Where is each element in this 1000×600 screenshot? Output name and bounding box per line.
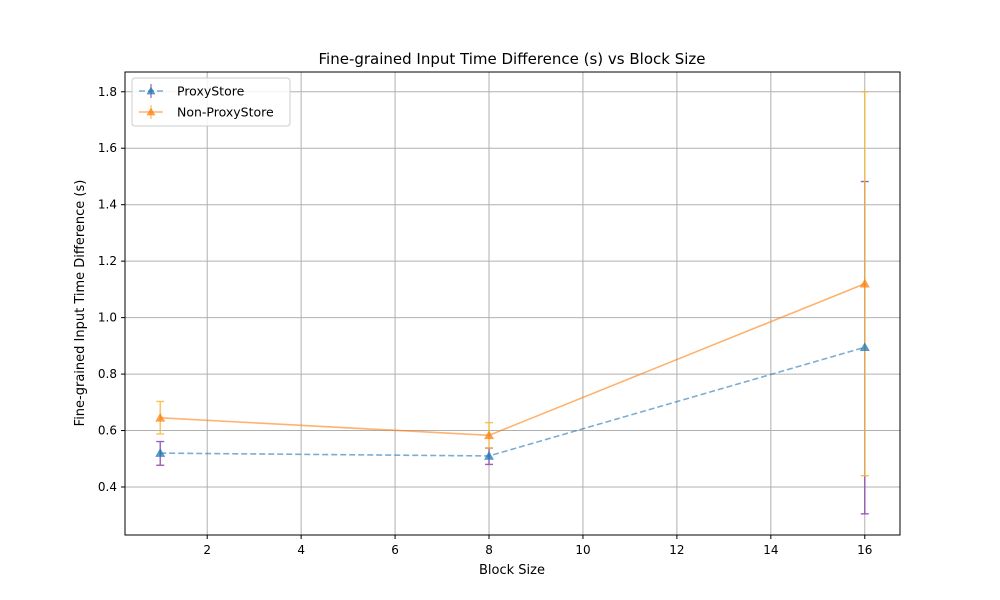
x-axis-label: Block Size	[479, 563, 545, 578]
y-tick-label: 0.4	[98, 480, 117, 494]
chart-title: Fine-grained Input Time Difference (s) v…	[319, 50, 706, 68]
grid	[125, 72, 900, 535]
x-tick-label: 12	[669, 543, 684, 557]
data-point-non-proxystore	[859, 278, 870, 288]
y-tick-label: 0.6	[98, 424, 117, 438]
x-tick-label: 16	[857, 543, 872, 557]
x-tick-label: 10	[575, 543, 590, 557]
series-markers	[155, 278, 870, 460]
legend: ProxyStore Non-ProxyStore	[131, 77, 291, 127]
y-axis-ticks: 0.4 0.6 0.8 1.0 1.2 1.4 1.6 1.8	[98, 85, 125, 494]
y-tick-label: 1.8	[98, 85, 117, 99]
legend-label-proxystore: ProxyStore	[177, 84, 245, 99]
legend-marker-proxystore	[146, 86, 156, 95]
x-tick-label: 6	[391, 543, 399, 557]
plot-frame	[124, 71, 901, 536]
x-axis-ticks: 2 4 6 8 10 12 14 16	[203, 535, 872, 557]
x-tick-label: 14	[763, 543, 778, 557]
data-point-proxystore	[859, 342, 870, 352]
x-tick-label: 8	[485, 543, 493, 557]
y-axis-label: Fine-grained Input Time Difference (s)	[73, 180, 88, 427]
legend-box	[131, 77, 291, 127]
series-line-non-proxystore	[160, 282, 866, 437]
legend-label-non-proxystore: Non-ProxyStore	[177, 105, 274, 120]
x-tick-label: 4	[297, 543, 305, 557]
y-tick-label: 0.8	[98, 367, 117, 381]
data-point-non-proxystore	[484, 430, 495, 440]
legend-marker-non-proxystore	[146, 107, 156, 116]
data-point-proxystore	[484, 450, 495, 460]
data-point-proxystore	[155, 448, 166, 457]
series-line-proxystore	[160, 346, 865, 457]
x-tick-label: 2	[203, 543, 211, 557]
y-tick-label: 1.4	[98, 198, 117, 212]
y-tick-label: 1.0	[98, 311, 117, 325]
y-tick-label: 1.6	[98, 141, 117, 155]
y-tick-label: 1.2	[98, 254, 117, 268]
data-point-non-proxystore	[155, 412, 166, 422]
error-bars	[156, 91, 869, 515]
